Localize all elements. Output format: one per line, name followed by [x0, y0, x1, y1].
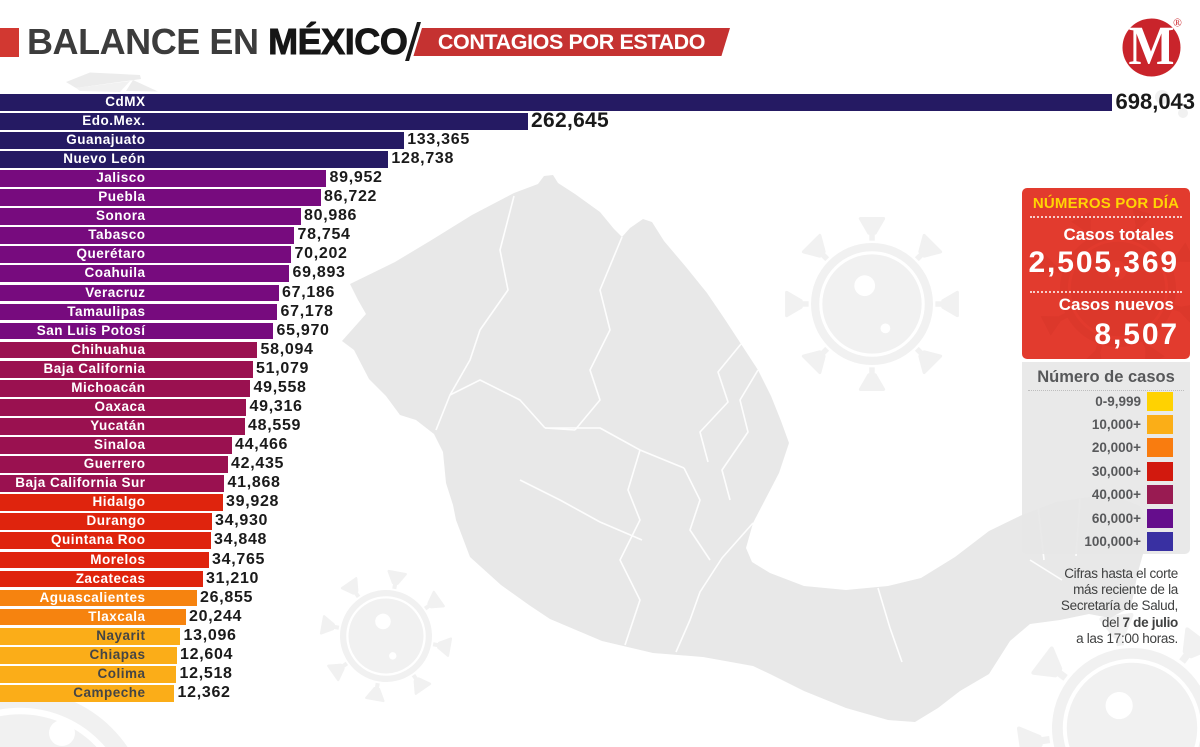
svg-text:M: M	[1129, 18, 1175, 76]
svg-text:®: ®	[1173, 18, 1182, 29]
